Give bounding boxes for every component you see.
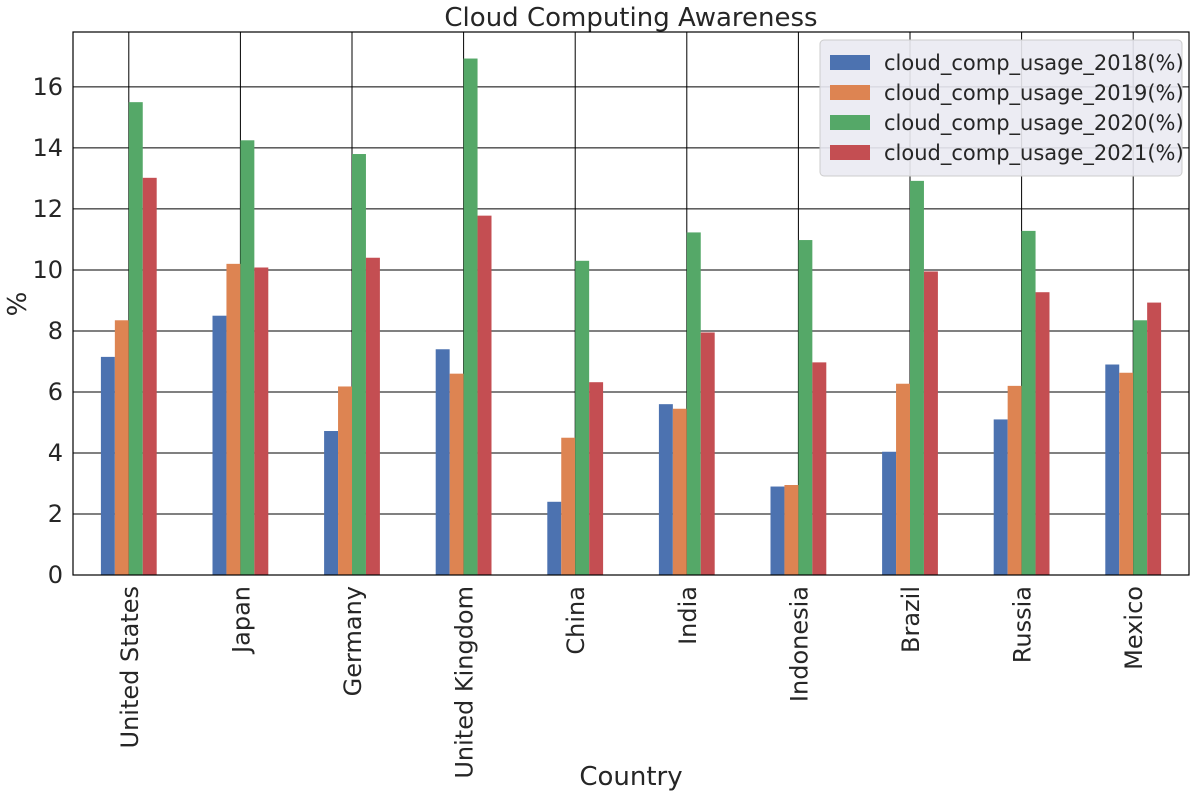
bar	[686, 232, 701, 575]
y-tick-labels: 0 2 4 6 8 10 12 14 16	[32, 73, 63, 589]
bar	[923, 271, 938, 575]
bars	[100, 58, 1162, 576]
x-tick-label: Germany	[339, 586, 367, 696]
bar	[547, 501, 562, 575]
bar	[463, 58, 478, 575]
chart-title: Cloud Computing Awareness	[444, 3, 817, 33]
x-tick-label: Japan	[227, 586, 255, 655]
bar	[1119, 372, 1134, 575]
bar	[352, 154, 366, 576]
bar	[896, 383, 910, 575]
legend-swatch	[830, 55, 870, 70]
bar	[798, 240, 813, 575]
legend-entry: cloud_comp_usage_2019(%)	[884, 81, 1184, 106]
y-tick-label: 4	[48, 439, 63, 467]
x-axis-label: Country	[579, 762, 682, 792]
y-tick-label: 14	[32, 134, 63, 162]
x-tick-labels: United States Japan Germany United Kingdom C…	[116, 586, 1148, 779]
x-tick-label: India	[674, 586, 702, 645]
legend-swatch	[830, 85, 870, 100]
bar	[1147, 302, 1162, 575]
bar	[142, 177, 157, 576]
bar	[1007, 385, 1022, 575]
bar	[1105, 364, 1120, 575]
x-tick-label: Russia	[1009, 586, 1037, 663]
bar	[226, 263, 241, 575]
legend-entry: cloud_comp_usage_2021(%)	[884, 141, 1184, 166]
legend-entry: cloud_comp_usage_2020(%)	[884, 111, 1184, 136]
bar	[477, 215, 492, 576]
bar	[254, 267, 269, 575]
bar	[575, 260, 590, 575]
bar	[324, 431, 339, 575]
bar	[212, 315, 227, 575]
bar	[449, 373, 464, 575]
bar	[658, 404, 673, 575]
bar	[770, 486, 785, 575]
plot-frame	[72, 31, 1190, 576]
bar	[993, 419, 1008, 575]
bar	[910, 180, 924, 575]
y-tick-label: 0	[48, 561, 63, 589]
bar	[1021, 230, 1036, 576]
bar	[700, 332, 715, 575]
legend-swatch	[830, 115, 870, 130]
bar	[365, 257, 380, 575]
y-tick-label: 6	[48, 378, 63, 406]
bar	[672, 408, 687, 575]
y-tick-label: 8	[48, 317, 63, 345]
x-tick-label: United States	[116, 586, 144, 749]
bar	[812, 362, 827, 575]
bar	[435, 349, 450, 575]
bar	[100, 356, 115, 575]
bar	[1133, 320, 1148, 575]
legend-entry: cloud_comp_usage_2018(%)	[884, 51, 1184, 76]
legend-swatch	[830, 145, 870, 160]
bar	[128, 102, 143, 576]
x-tick-label: Mexico	[1120, 586, 1148, 670]
bar	[882, 451, 897, 575]
bar	[114, 320, 129, 575]
x-tick-label: Indonesia	[785, 586, 813, 702]
legend: cloud_comp_usage_2018(%) cloud_comp_usage…	[819, 39, 1184, 177]
bar	[240, 140, 255, 576]
bar	[589, 382, 604, 575]
x-tick-label: United Kingdom	[451, 586, 479, 779]
x-tick-label: China	[562, 586, 590, 655]
legend-box	[819, 39, 1183, 177]
y-tick-label: 12	[32, 195, 63, 223]
y-tick-label: 10	[32, 256, 63, 284]
bar	[784, 485, 799, 575]
x-tick-label: Brazil	[897, 586, 925, 653]
y-tick-label: 2	[48, 500, 63, 528]
y-axis-label: %	[3, 292, 33, 317]
y-tick-label: 16	[32, 73, 63, 101]
bar	[1035, 292, 1050, 575]
bar	[561, 437, 576, 575]
bar	[338, 386, 352, 575]
